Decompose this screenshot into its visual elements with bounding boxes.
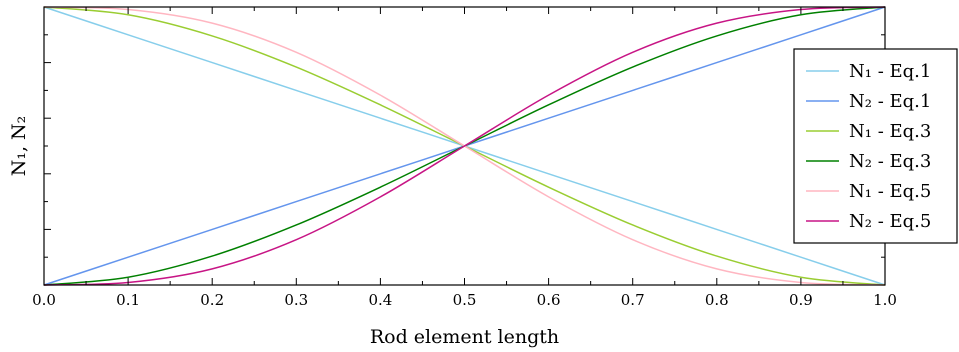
- x-tick-label: 0.8: [705, 291, 729, 309]
- x-tick-label: 0.2: [200, 291, 224, 309]
- legend: N₁ - Eq.1 N₂ - Eq.1 N₁ - Eq.3 N₂ - Eq.3 N₁ -…: [793, 48, 958, 244]
- tick-layer: [43, 6, 886, 286]
- x-tick-label: 1.0: [873, 291, 897, 309]
- legend-entry-2: N₂ - Eq.1: [849, 91, 931, 112]
- legend-entry-3: N₁ - Eq.3: [849, 121, 931, 142]
- series-line-6: [43, 6, 886, 286]
- legend-entry-6: N₂ - Eq.5: [849, 211, 931, 232]
- x-tick-label: 0.4: [368, 291, 392, 309]
- legend-entry-5: N₁ - Eq.5: [849, 181, 931, 202]
- x-tick-label: 0.1: [116, 291, 140, 309]
- x-tick-label: 0.3: [284, 291, 308, 309]
- y-axis-label: N₁, N₂: [8, 116, 30, 177]
- legend-box: [793, 48, 958, 244]
- legend-entry-4: N₂ - Eq.3: [849, 151, 931, 172]
- x-tick-label: 0.0: [32, 291, 56, 309]
- x-axis-label: Rod element length: [370, 326, 559, 348]
- x-tick-label: 0.7: [621, 291, 645, 309]
- legend-entry-1: N₁ - Eq.1: [849, 61, 931, 82]
- x-tick-label: 0.6: [537, 291, 561, 309]
- x-tick-label: 0.9: [789, 291, 813, 309]
- series-layer: [43, 6, 886, 286]
- x-tick-labels: 0.0 0.1 0.2 0.3 0.4 0.5 0.6 0.7 0.8 0.9 1.0: [32, 291, 897, 309]
- x-tick-label: 0.5: [453, 291, 477, 309]
